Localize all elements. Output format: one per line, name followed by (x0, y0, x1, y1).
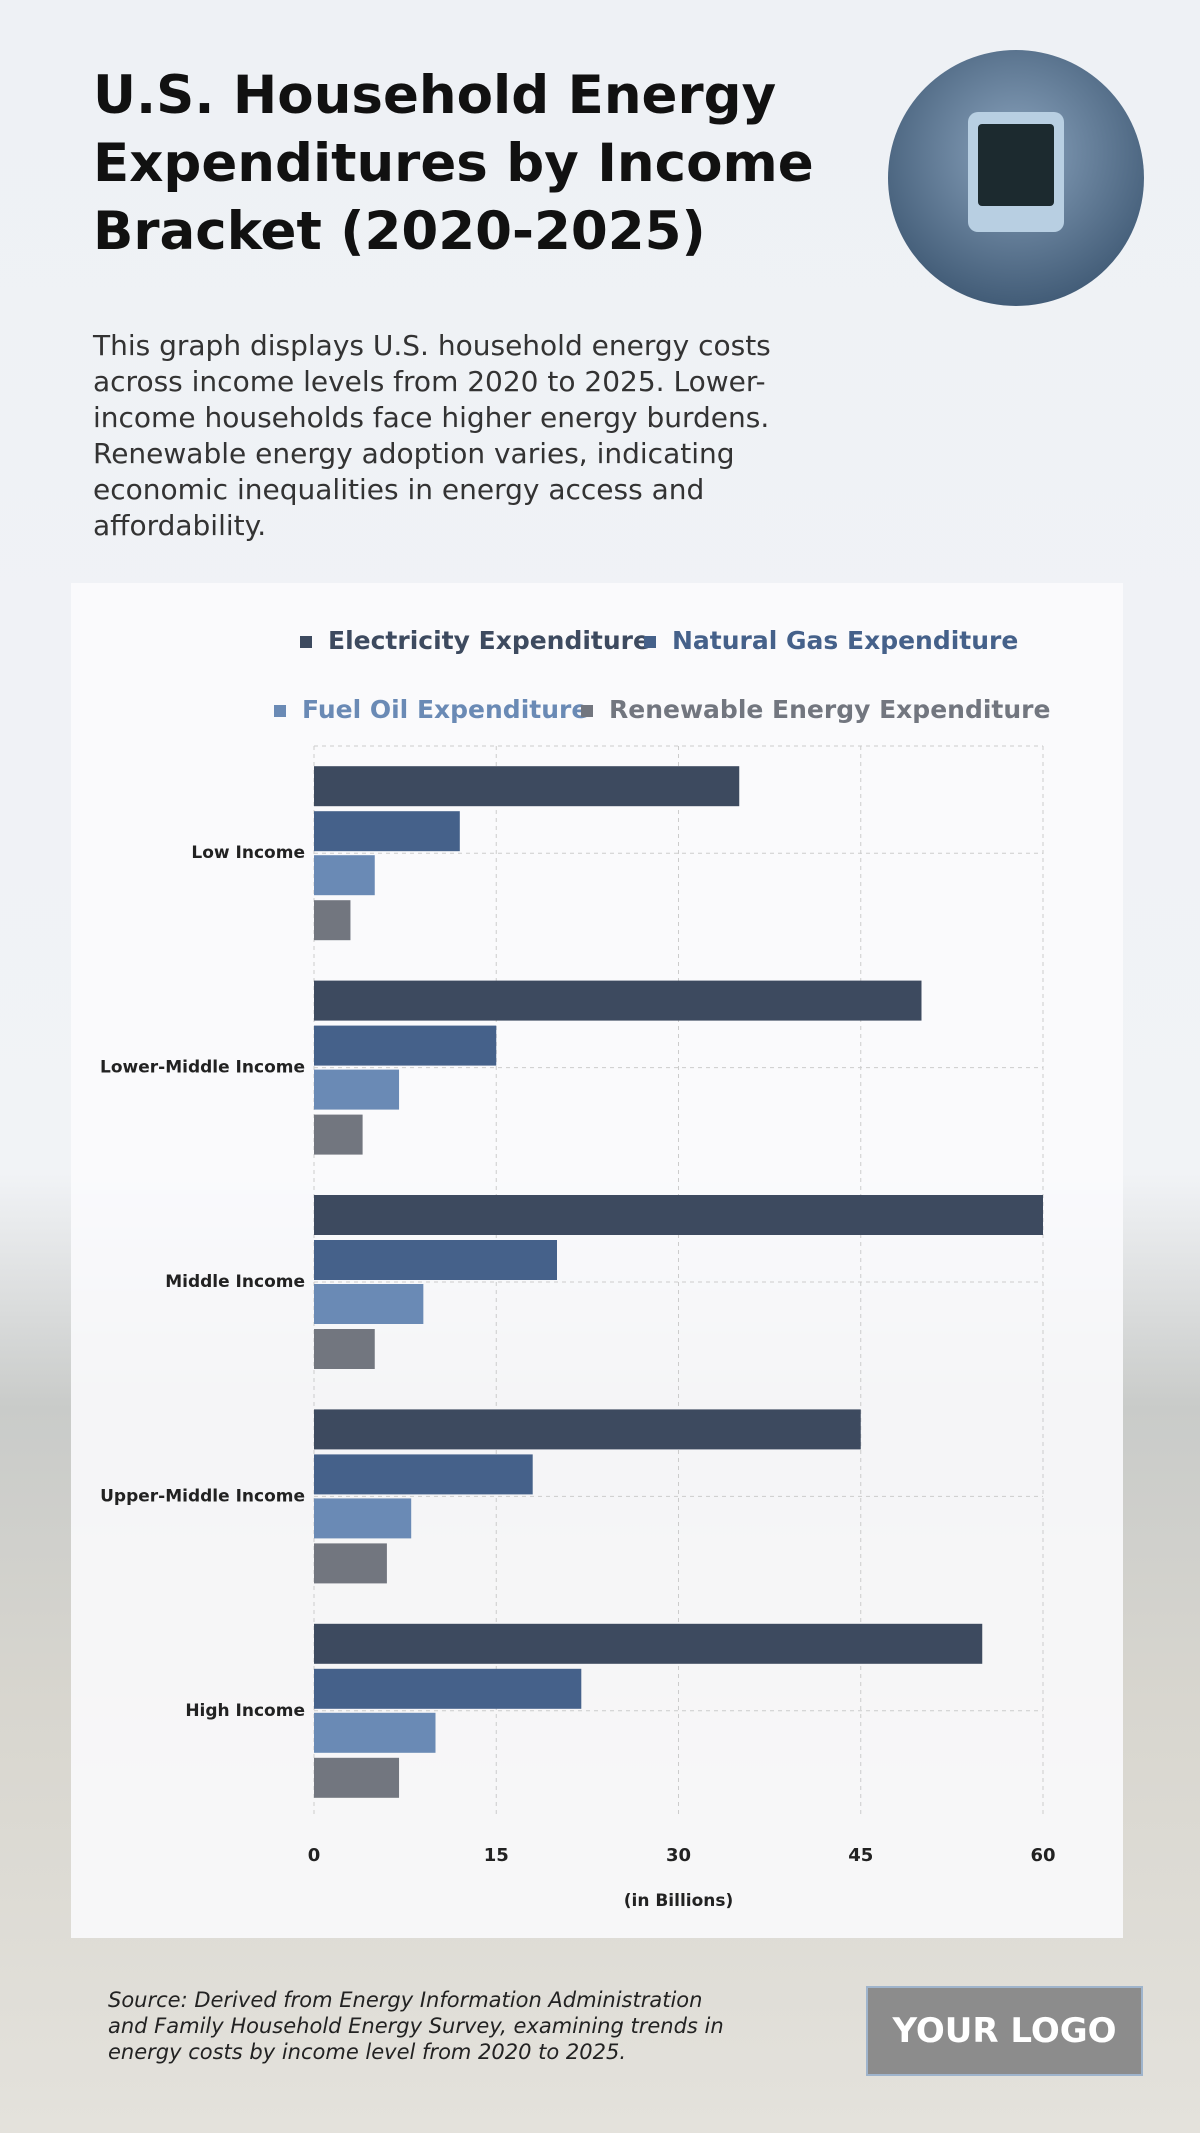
description: This graph displays U.S. household energ… (93, 329, 771, 542)
bar (314, 1498, 412, 1539)
bar (314, 1454, 533, 1495)
y-tick-label: Upper-Middle Income (100, 1486, 305, 1506)
legend-marker (274, 705, 286, 717)
y-tick-label: Middle Income (165, 1272, 305, 1292)
legend-marker (300, 636, 312, 648)
legend-marker (644, 636, 656, 648)
bar (314, 1025, 497, 1066)
x-axis-title: (in Billions) (624, 1891, 734, 1911)
bar (314, 1114, 363, 1155)
legend-marker (581, 705, 593, 717)
y-tick-label: High Income (185, 1701, 305, 1721)
legend-label: Natural Gas Expenditure (672, 626, 1018, 655)
title: U.S. Household Energy Expenditures by In… (93, 65, 814, 262)
bar (314, 1668, 582, 1709)
x-tick-label: 45 (848, 1845, 873, 1866)
bar (314, 1543, 387, 1584)
bar (314, 900, 351, 941)
legend-label: Renewable Energy Expenditure (609, 695, 1050, 724)
logo: YOUR LOGO (866, 1986, 1143, 2076)
bar (314, 811, 460, 852)
x-tick-label: 0 (308, 1845, 321, 1866)
bar (314, 1069, 400, 1110)
bar (314, 1195, 1043, 1235)
bar (314, 1240, 557, 1280)
bar (314, 1623, 983, 1664)
x-tick-label: 30 (666, 1845, 691, 1866)
chart-card (71, 583, 1123, 1938)
bar (314, 1712, 436, 1753)
x-tick-label: 60 (1030, 1845, 1055, 1866)
y-tick-label: Lower-Middle Income (100, 1058, 305, 1078)
bar (314, 980, 922, 1021)
bar (314, 855, 375, 896)
device-screen (978, 124, 1054, 206)
x-tick-label: 15 (484, 1845, 509, 1866)
bar (314, 1409, 861, 1450)
bar (314, 766, 740, 807)
source: Source: Derived from Energy Information … (108, 1988, 724, 2064)
bar (314, 1284, 424, 1324)
legend-label: Electricity Expenditure (328, 626, 650, 655)
bar (314, 1329, 375, 1369)
legend-label: Fuel Oil Expenditure (302, 695, 588, 724)
y-tick-label: Low Income (191, 843, 305, 863)
bar (314, 1757, 400, 1798)
